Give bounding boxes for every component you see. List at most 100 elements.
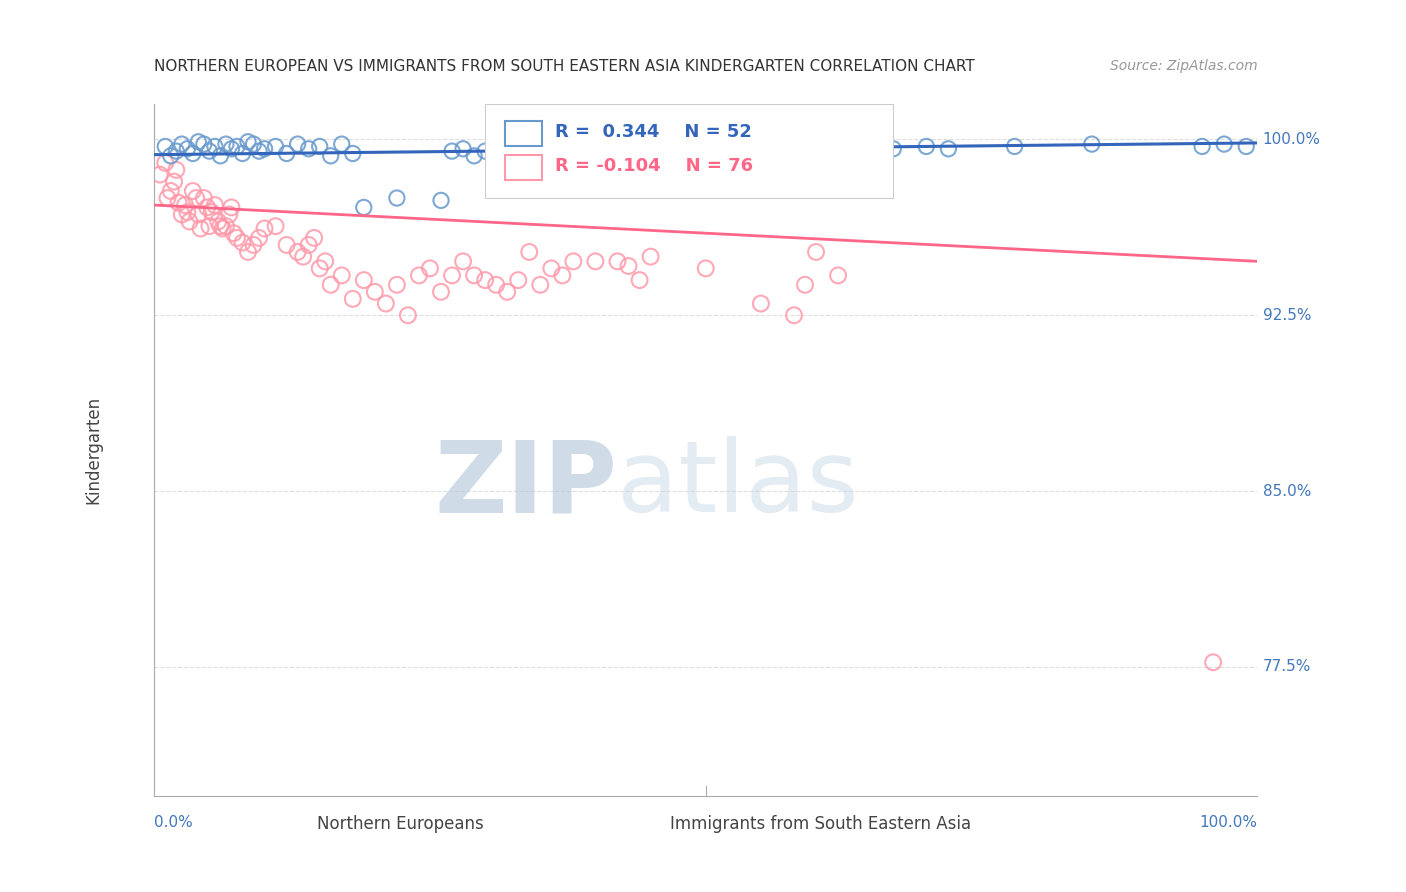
- Point: [308, 139, 330, 153]
- Point: [451, 254, 474, 268]
- Point: [155, 139, 177, 153]
- Point: [156, 191, 179, 205]
- Point: [204, 198, 226, 212]
- Point: [1213, 137, 1236, 152]
- Point: [408, 268, 430, 283]
- Point: [517, 244, 540, 259]
- Point: [342, 146, 364, 161]
- Point: [174, 198, 197, 212]
- Point: [176, 142, 198, 156]
- Point: [1081, 137, 1104, 152]
- Point: [226, 139, 249, 153]
- Text: Immigrants from South Eastern Asia: Immigrants from South Eastern Asia: [671, 814, 972, 832]
- Point: [617, 259, 640, 273]
- Point: [430, 194, 453, 208]
- Point: [606, 139, 628, 153]
- FancyBboxPatch shape: [273, 815, 311, 835]
- Point: [330, 137, 353, 152]
- Point: [640, 250, 662, 264]
- FancyBboxPatch shape: [485, 104, 893, 198]
- Point: [374, 296, 396, 310]
- Point: [441, 268, 464, 283]
- Point: [540, 261, 562, 276]
- Point: [242, 238, 264, 252]
- Point: [606, 254, 628, 268]
- Point: [551, 268, 574, 283]
- Point: [353, 201, 375, 215]
- Point: [364, 285, 387, 299]
- Point: [292, 250, 315, 264]
- Point: [155, 156, 177, 170]
- Point: [236, 135, 259, 149]
- Point: [915, 139, 938, 153]
- Point: [298, 238, 321, 252]
- FancyBboxPatch shape: [505, 120, 543, 145]
- Text: NORTHERN EUROPEAN VS IMMIGRANTS FROM SOUTH EASTERN ASIA KINDERGARTEN CORRELATION: NORTHERN EUROPEAN VS IMMIGRANTS FROM SOU…: [155, 59, 974, 74]
- Point: [508, 139, 530, 153]
- Point: [198, 144, 221, 158]
- Point: [195, 201, 218, 215]
- Point: [187, 207, 209, 221]
- Point: [308, 261, 330, 276]
- Text: Northern Europeans: Northern Europeans: [318, 814, 484, 832]
- Text: atlas: atlas: [617, 436, 859, 533]
- Point: [247, 144, 270, 158]
- Text: 0.0%: 0.0%: [155, 814, 193, 830]
- Text: Source: ZipAtlas.com: Source: ZipAtlas.com: [1109, 59, 1257, 73]
- Point: [749, 139, 772, 153]
- Point: [276, 238, 298, 252]
- Point: [242, 137, 264, 152]
- Point: [827, 139, 849, 153]
- Point: [231, 146, 253, 161]
- FancyBboxPatch shape: [505, 155, 543, 180]
- Point: [221, 201, 243, 215]
- Point: [159, 184, 181, 198]
- Point: [396, 308, 419, 322]
- Point: [170, 207, 193, 221]
- Point: [200, 205, 222, 219]
- Point: [860, 139, 883, 153]
- Point: [463, 268, 485, 283]
- Point: [186, 191, 208, 205]
- Text: 85.0%: 85.0%: [1263, 483, 1312, 499]
- Point: [209, 149, 232, 163]
- Point: [485, 277, 508, 292]
- Point: [695, 261, 717, 276]
- Point: [179, 214, 201, 228]
- Point: [253, 221, 276, 235]
- Point: [794, 277, 817, 292]
- Point: [938, 142, 960, 156]
- Point: [419, 261, 441, 276]
- Point: [181, 184, 204, 198]
- Point: [353, 273, 375, 287]
- Text: R =  0.344    N = 52: R = 0.344 N = 52: [554, 123, 751, 141]
- Point: [159, 149, 181, 163]
- Point: [496, 285, 519, 299]
- Point: [287, 137, 309, 152]
- Point: [193, 191, 215, 205]
- Text: 92.5%: 92.5%: [1263, 308, 1312, 323]
- Point: [165, 162, 187, 177]
- Point: [1191, 139, 1213, 153]
- Point: [385, 277, 408, 292]
- Point: [276, 146, 298, 161]
- Point: [1004, 139, 1026, 153]
- Text: 100.0%: 100.0%: [1199, 814, 1257, 830]
- Point: [882, 142, 904, 156]
- Text: R = -0.104    N = 76: R = -0.104 N = 76: [554, 158, 752, 176]
- Point: [441, 144, 464, 158]
- Point: [804, 244, 827, 259]
- Point: [165, 144, 187, 158]
- Point: [149, 168, 172, 182]
- Point: [1202, 655, 1225, 669]
- Point: [485, 146, 508, 161]
- Point: [170, 137, 193, 152]
- Point: [342, 292, 364, 306]
- Point: [221, 142, 243, 156]
- Point: [451, 142, 474, 156]
- Point: [529, 277, 551, 292]
- Point: [247, 231, 270, 245]
- Point: [226, 231, 249, 245]
- Point: [385, 191, 408, 205]
- Point: [583, 142, 606, 156]
